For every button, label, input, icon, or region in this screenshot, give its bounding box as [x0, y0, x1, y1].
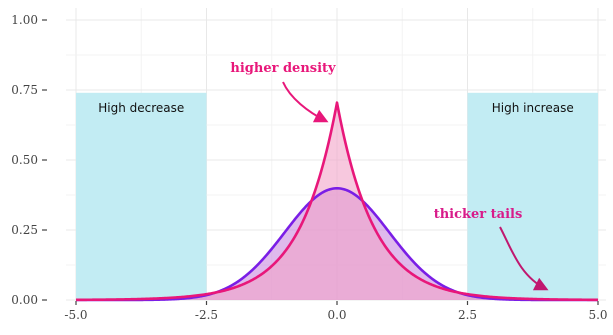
density-lines [75, 101, 599, 302]
y-tick-label: 0.75 [11, 83, 38, 97]
x-tick-label: 0.0 [327, 308, 346, 322]
axes: -5.0 -2.5 0.0 2.5 5.0 0.00 0.25 0.50 0.75 1.00 [11, 13, 607, 322]
density-line-laplace [75, 101, 599, 302]
highlight-regions [76, 92, 598, 300]
y-tick-label: 1.00 [11, 13, 38, 27]
region-labels: High decrease High increase [98, 101, 574, 115]
y-tick-label: 0.00 [11, 293, 38, 307]
region-label: High increase [492, 101, 574, 115]
x-tick-label: -2.5 [195, 308, 218, 322]
density-areas [76, 102, 598, 300]
x-tick-label: 5.0 [588, 308, 607, 322]
region-box [76, 92, 207, 300]
x-tick-label: 2.5 [458, 308, 477, 322]
annotation-thicker-tails: thicker tails [434, 207, 523, 222]
annotation-higher-density: higher density [230, 61, 336, 76]
annotation-arrow-higher-density [282, 81, 329, 123]
y-tick-label: 0.50 [11, 153, 38, 167]
x-tick-label: -5.0 [64, 308, 87, 322]
region-box [467, 92, 598, 300]
density-area-laplace [76, 102, 598, 300]
y-tick-label: 0.25 [11, 223, 38, 237]
density-line-normal [75, 186, 599, 302]
region-label: High decrease [98, 101, 184, 115]
annotation-arrow-thicker-tails [499, 226, 549, 291]
